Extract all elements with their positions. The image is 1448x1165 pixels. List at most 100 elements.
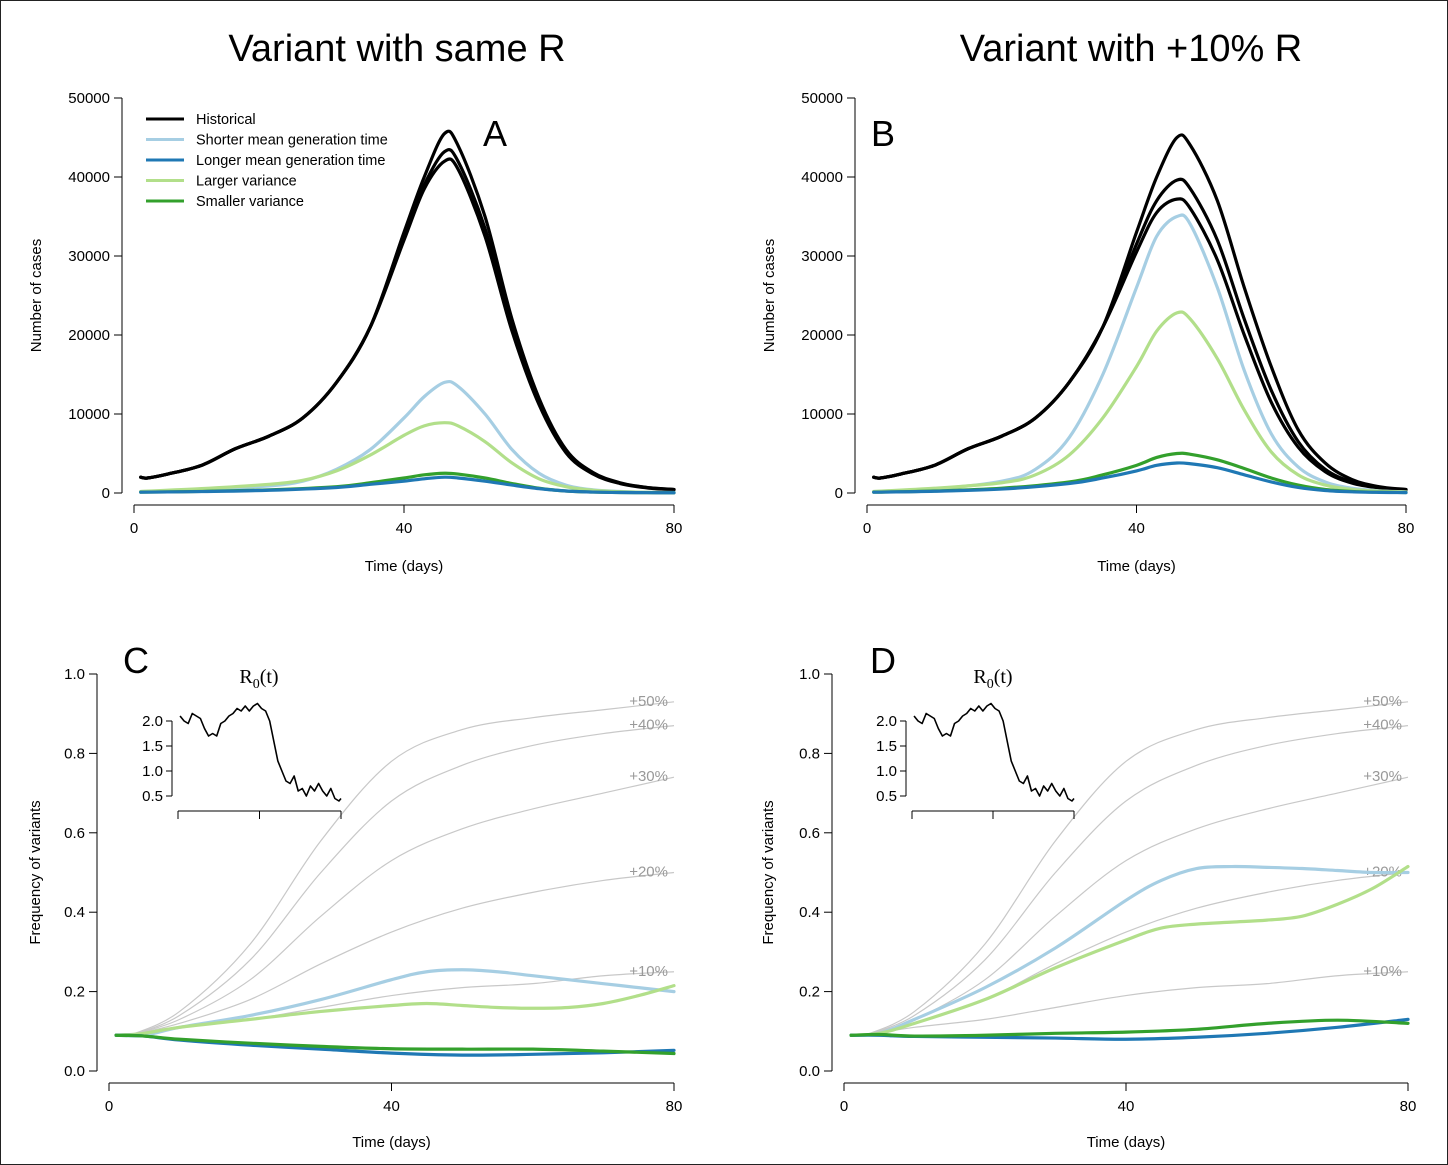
x-tick-label: 80: [1400, 1098, 1417, 1115]
y-tick-label: 50000: [68, 90, 110, 107]
benchmark-line: [865, 871, 1409, 1036]
benchmark-label: +20%: [629, 864, 668, 881]
panel-letter: B: [871, 113, 895, 154]
benchmark-label: +30%: [629, 768, 668, 785]
inset-y-tick-label: 0.5: [876, 788, 897, 805]
y-axis-title: Number of cases: [28, 239, 45, 352]
benchmark-line: [864, 701, 1409, 1036]
x-axis-title: Time (days): [1097, 558, 1176, 575]
series-line: [139, 475, 676, 495]
inset-title-sub: 0: [987, 677, 994, 692]
benchmark-line: [864, 725, 1409, 1036]
y-tick-label: 10000: [68, 406, 110, 423]
inset-title: R0(t): [239, 666, 278, 692]
inset-title-sub: 0: [253, 677, 260, 692]
inset-title-tail: (t): [260, 666, 279, 688]
x-axis-title: Time (days): [365, 558, 444, 575]
legend-label: Historical: [196, 112, 256, 128]
y-tick-label: 50000: [801, 90, 843, 107]
legend: Historical Shorter mean generation time Lo…: [146, 112, 388, 210]
legend-label: Longer mean generation time: [196, 153, 385, 169]
benchmark-label: +50%: [629, 693, 668, 710]
y-tick-label: 0: [102, 485, 110, 502]
inset-y-tick-label: 1.0: [876, 763, 897, 780]
inset-y-tick-label: 0.5: [142, 788, 163, 805]
panel-a: 0 10000 20000 30000 40000 50000 0 40 80 Time (day…: [28, 90, 682, 575]
inset-title-main: R: [239, 666, 253, 688]
y-tick-label: 0.4: [799, 904, 820, 921]
series-line: [872, 461, 1408, 495]
series-line: [849, 1018, 1410, 1038]
y-tick-label: 0.6: [799, 825, 820, 842]
inset-title-tail: (t): [994, 666, 1013, 688]
benchmark-line: [129, 725, 675, 1036]
series-line: [849, 864, 1410, 1037]
benchmark-line: [130, 776, 675, 1036]
x-tick-label: 40: [1128, 520, 1145, 537]
inset-y-tick-label: 2.0: [876, 713, 897, 730]
y-tick-label: 1.0: [799, 666, 820, 683]
inset-title: R0(t): [973, 666, 1012, 692]
y-tick-label: 0: [835, 485, 843, 502]
y-tick-label: 40000: [801, 169, 843, 186]
x-tick-label: 0: [105, 1098, 113, 1115]
y-tick-label: 0.2: [799, 984, 820, 1001]
series-line: [872, 213, 1408, 494]
benchmark-label: +30%: [1363, 768, 1402, 785]
benchmark-line: [864, 776, 1409, 1036]
series-line: [849, 864, 1410, 1037]
benchmark-label: +40%: [1363, 717, 1402, 734]
panel-letter: D: [870, 640, 896, 681]
series-line: [139, 421, 676, 495]
legend-label: Shorter mean generation time: [196, 133, 388, 149]
y-tick-label: 0.8: [799, 745, 820, 762]
inset-y-tick-label: 2.0: [142, 713, 163, 730]
y-tick-label: 0.2: [64, 984, 85, 1001]
x-tick-label: 40: [396, 520, 413, 537]
benchmark-line: [130, 871, 675, 1036]
x-axis-title: Time (days): [352, 1134, 431, 1151]
series-line: [872, 197, 1408, 492]
inset-r0-line: [179, 702, 342, 802]
y-tick-label: 30000: [68, 248, 110, 265]
x-tick-label: 0: [840, 1098, 848, 1115]
legend-label: Larger variance: [196, 174, 297, 190]
y-tick-label: 0.0: [64, 1063, 85, 1080]
panel-letter: A: [483, 113, 507, 154]
column-title-right: Variant with +10% R: [960, 28, 1303, 70]
benchmark-line: [865, 971, 1409, 1036]
y-tick-label: 30000: [801, 248, 843, 265]
y-tick-label: 20000: [68, 327, 110, 344]
column-title-left: Variant with same R: [228, 28, 565, 70]
inset-y-tick-label: 1.5: [142, 738, 163, 755]
x-tick-label: 40: [383, 1098, 400, 1115]
y-tick-label: 0.6: [64, 825, 85, 842]
x-tick-label: 80: [1398, 520, 1415, 537]
y-tick-label: 40000: [68, 169, 110, 186]
inset-title-main: R: [973, 666, 987, 688]
panel-letter: C: [123, 640, 149, 681]
x-tick-label: 0: [130, 520, 138, 537]
x-tick-label: 80: [666, 520, 683, 537]
y-tick-label: 20000: [801, 327, 843, 344]
benchmark-label: +10%: [1363, 963, 1402, 980]
y-tick-label: 0.0: [799, 1063, 820, 1080]
inset-r0-line: [913, 702, 1075, 802]
series-line: [872, 310, 1408, 494]
series-line: [139, 157, 676, 492]
series-line: [114, 1033, 676, 1056]
benchmark-label: +50%: [1363, 693, 1402, 710]
series-line: [872, 133, 1408, 492]
y-axis-title: Number of cases: [761, 239, 778, 352]
legend-label: Smaller variance: [196, 194, 304, 210]
y-tick-label: 1.0: [64, 666, 85, 683]
y-axis-title: Frequency of variants: [760, 800, 777, 944]
x-tick-label: 0: [863, 520, 871, 537]
benchmark-label: +10%: [629, 963, 668, 980]
benchmark-label: +40%: [629, 717, 668, 734]
series-line: [114, 984, 676, 1037]
panel-b: 0 10000 20000 30000 40000 50000 0 40 80 Time (day…: [761, 90, 1414, 575]
y-tick-label: 0.8: [64, 745, 85, 762]
